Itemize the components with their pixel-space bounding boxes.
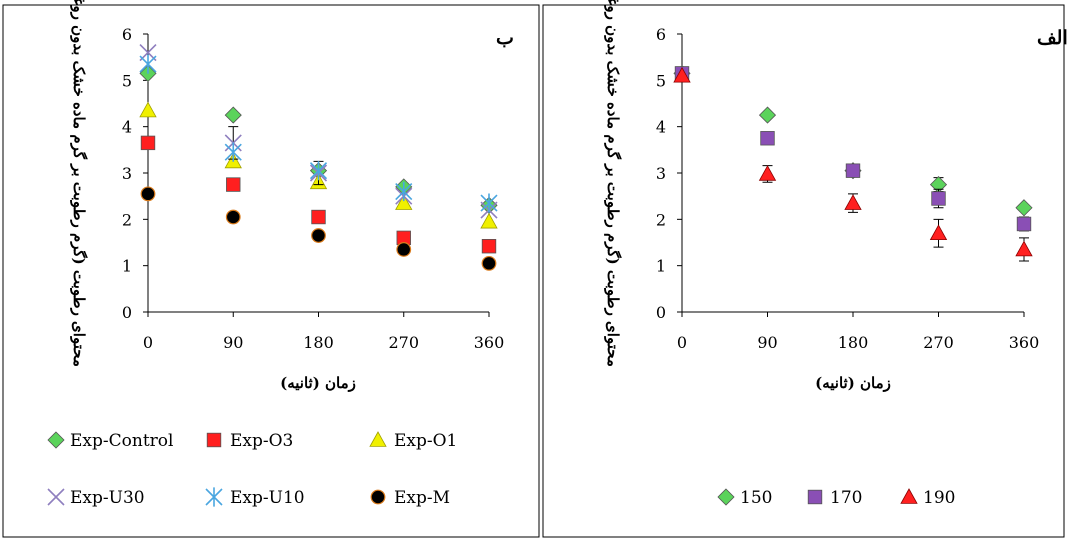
legend-label: Exp-O3 bbox=[230, 431, 293, 451]
legend-item-150: 150 bbox=[717, 488, 772, 508]
data-point-170 bbox=[931, 191, 946, 206]
panel-frame-left bbox=[2, 4, 540, 538]
x-tick-label: 360 bbox=[1009, 333, 1040, 352]
panel-title: الف bbox=[1037, 27, 1067, 49]
data-point-exp-m bbox=[396, 242, 412, 257]
legend: 150 170 190 bbox=[717, 488, 955, 508]
series-exp-m bbox=[140, 186, 497, 271]
data-point-exp-u10 bbox=[309, 161, 328, 181]
panel-frame-right bbox=[542, 4, 1065, 538]
x-axis-label: زمان (ثانیه) bbox=[815, 374, 891, 392]
y-tick-label: 5 bbox=[122, 71, 132, 90]
data-point-190 bbox=[1015, 240, 1033, 257]
data-point-exp-o1 bbox=[139, 101, 157, 118]
series-exp-u10 bbox=[139, 54, 498, 213]
data-point-exp-m bbox=[311, 228, 326, 243]
data-point-190 bbox=[673, 66, 691, 83]
y-tick-label: 3 bbox=[656, 164, 666, 183]
legend-label: Exp-M bbox=[394, 488, 450, 508]
legend-item-exp-u10: Exp-U10 bbox=[205, 487, 305, 508]
legend-item-exp-o3: Exp-O3 bbox=[206, 431, 293, 451]
legend-marker bbox=[47, 488, 65, 506]
legend-marker bbox=[205, 487, 223, 507]
y-tick-label: 6 bbox=[122, 25, 132, 44]
x-tick-label: 90 bbox=[757, 333, 777, 352]
legend-item-190: 190 bbox=[900, 488, 955, 508]
data-point-exp-o3 bbox=[226, 177, 241, 192]
x-tick-label: 0 bbox=[677, 333, 687, 352]
data-point-exp-m bbox=[481, 255, 497, 271]
data-point-exp-o3 bbox=[140, 135, 156, 151]
data-point-exp-m bbox=[225, 209, 241, 225]
x-tick-label: 360 bbox=[474, 333, 505, 352]
x-tick-label: 270 bbox=[923, 333, 954, 352]
legend-marker bbox=[47, 431, 65, 449]
legend-marker bbox=[807, 489, 823, 505]
data-point-exp-o3 bbox=[481, 239, 497, 254]
legend-label: Exp-U10 bbox=[230, 488, 305, 508]
y-tick-label: 1 bbox=[656, 257, 666, 276]
legend-marker bbox=[369, 431, 387, 447]
y-tick-label: 1 bbox=[122, 257, 132, 276]
y-tick-label: 6 bbox=[656, 25, 666, 44]
data-point-150 bbox=[1015, 199, 1033, 217]
y-axis-label: محتوای رطوبت (گرم رطوبت بر گرم ماده خشک … bbox=[604, 0, 622, 367]
y-tick-label: 4 bbox=[122, 118, 132, 137]
y-tick-label: 0 bbox=[122, 303, 132, 322]
legend-label: 170 bbox=[830, 488, 862, 508]
data-point-190 bbox=[758, 165, 777, 181]
data-point-exp-control bbox=[224, 106, 242, 124]
series-exp-o3 bbox=[140, 135, 497, 254]
data-point-exp-u10 bbox=[224, 142, 242, 162]
data-point-190 bbox=[844, 194, 862, 210]
legend-label: Exp-U30 bbox=[70, 488, 145, 508]
y-tick-label: 5 bbox=[656, 71, 666, 90]
legend-item-exp-control: Exp-Control bbox=[47, 431, 173, 451]
y-tick-label: 4 bbox=[656, 118, 666, 137]
data-point-190 bbox=[929, 224, 948, 241]
data-point-exp-u10 bbox=[395, 181, 413, 202]
x-tick-label: 270 bbox=[388, 333, 419, 352]
data-point-170 bbox=[845, 163, 861, 178]
legend-marker bbox=[717, 488, 735, 506]
series-170 bbox=[674, 66, 1032, 232]
legend-marker bbox=[206, 432, 222, 448]
legend: Exp-Control Exp-O3 Exp-O1 Exp-U30 Exp-U10 Exp… bbox=[47, 431, 457, 508]
legend-label: Exp-Control bbox=[70, 431, 173, 451]
data-point-exp-o1 bbox=[480, 212, 498, 229]
y-axis-label: محتوای رطوبت (گرم رطوبت بر گرم ماده خشک … bbox=[70, 0, 88, 367]
legend-item-exp-m: Exp-M bbox=[370, 488, 450, 508]
panel-title: ب bbox=[496, 27, 514, 49]
legend-item-exp-u30: Exp-U30 bbox=[47, 488, 145, 508]
data-point-exp-o3 bbox=[311, 209, 326, 225]
data-point-exp-o1 bbox=[395, 194, 413, 210]
data-point-exp-u10 bbox=[480, 193, 498, 213]
legend-item-exp-o1: Exp-O1 bbox=[369, 431, 457, 451]
legend-item-170: 170 bbox=[807, 488, 862, 508]
x-tick-label: 180 bbox=[303, 333, 334, 352]
y-tick-label: 0 bbox=[656, 303, 666, 322]
legend-label: Exp-O1 bbox=[394, 431, 457, 451]
x-axis-label: زمان (ثانیه) bbox=[280, 374, 356, 392]
x-tick-label: 90 bbox=[223, 333, 243, 352]
legend-label: 150 bbox=[740, 488, 772, 508]
data-point-170 bbox=[1016, 216, 1032, 232]
y-tick-label: 3 bbox=[122, 164, 132, 183]
legend-marker bbox=[370, 489, 386, 505]
legend-label: 190 bbox=[923, 488, 955, 508]
y-tick-label: 2 bbox=[122, 210, 132, 229]
series-190 bbox=[673, 66, 1033, 262]
y-tick-label: 2 bbox=[656, 210, 666, 229]
data-point-150 bbox=[758, 106, 777, 124]
chart-panel-alef: 0 1 2 3 4 5 6 0 90 180 270 360 الف زمان (ثانیه) محتوای… bbox=[604, 0, 1067, 508]
data-point-170 bbox=[760, 131, 775, 146]
data-point-exp-m bbox=[140, 186, 156, 202]
legend-marker bbox=[900, 488, 918, 504]
data-point-exp-u10 bbox=[139, 54, 157, 74]
chart-panel-b: 0 1 2 3 4 5 6 0 90 180 270 360 ب زمان (ثانیه) محتوای ر… bbox=[47, 0, 514, 508]
x-tick-label: 0 bbox=[143, 333, 153, 352]
x-tick-label: 180 bbox=[838, 333, 869, 352]
